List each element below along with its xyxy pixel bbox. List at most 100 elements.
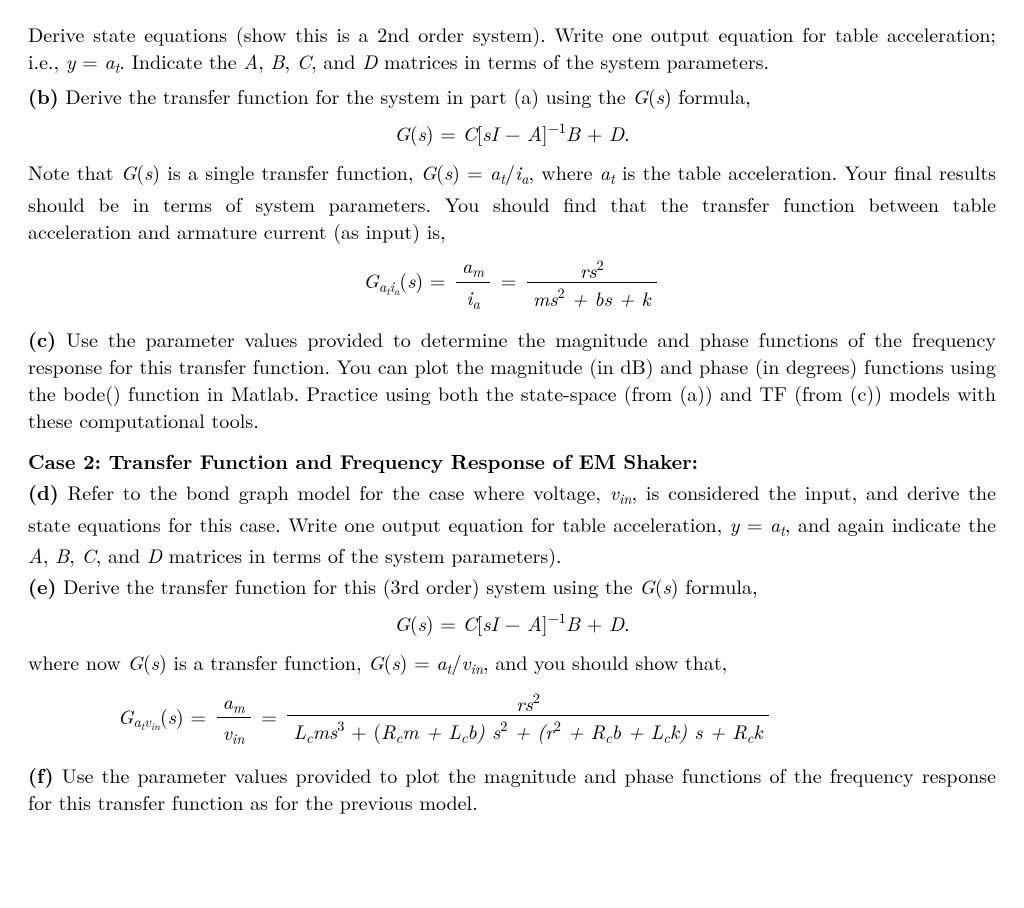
fraction: am vin <box>217 690 251 749</box>
var-G: G <box>639 571 654 600</box>
paragraph-c: (c) Use the parameter values provided to… <box>28 325 996 433</box>
var-a: a <box>490 157 500 186</box>
sup-2: 2 <box>558 283 565 303</box>
text: Use the parameter values provided to det… <box>28 324 996 434</box>
label-f: (f) <box>28 760 54 789</box>
sub-in: in <box>471 659 484 679</box>
equation-Gs-2: G(s) = C[sI − A]−1B + D. <box>28 609 996 636</box>
text: k <box>753 716 762 745</box>
text: Use the parameter values provided to plo… <box>28 760 996 816</box>
eq-sign: = <box>434 608 463 637</box>
sub-c: c <box>306 728 313 748</box>
label-c: (c) <box>28 324 56 353</box>
eq-sign: = <box>407 647 436 676</box>
text: , <box>258 46 270 75</box>
var-a: a <box>462 250 472 279</box>
var-ms: ms <box>313 716 338 745</box>
fraction: rs2 ms2 + bs + k <box>527 258 657 310</box>
text: + (r <box>507 716 553 745</box>
var-G: G <box>118 700 133 729</box>
eq-sign: = <box>494 265 523 294</box>
paragraph-intro: Derive state equations (show this is a 2… <box>28 20 996 78</box>
text: is a transfer function, <box>167 647 368 676</box>
var-D: D <box>147 540 162 569</box>
paragraph-e: (e) Derive the transfer function for thi… <box>28 572 996 599</box>
equation-Gatia: Gatia(s) = am ia = rs2 ms2 + bs + k <box>28 254 996 313</box>
var-B: B <box>55 540 69 569</box>
paragraph-where-now: where now G(s) is a transfer function, G… <box>28 648 996 679</box>
var-sI: sI <box>482 608 498 637</box>
var-y: y <box>730 509 740 538</box>
var-s: s <box>407 265 415 294</box>
sub-m: m <box>233 698 245 718</box>
text: Refer to the bond graph model for the ca… <box>59 477 610 506</box>
text: + R <box>561 716 605 745</box>
var-A: A <box>243 46 258 75</box>
var-s: s <box>418 608 426 637</box>
eq-sign: = <box>184 700 213 729</box>
var-D: D <box>609 608 624 637</box>
var-s: s <box>151 647 159 676</box>
sub-m: m <box>472 262 484 282</box>
var-s: s <box>656 81 664 110</box>
var-G: G <box>127 647 142 676</box>
text: where now <box>28 647 127 676</box>
var-s: s <box>391 647 399 676</box>
sup-2: 2 <box>596 255 603 275</box>
var-v: v <box>223 717 232 746</box>
var-a: a <box>223 686 233 715</box>
sup-neg1: −1 <box>548 608 566 628</box>
var-A: A <box>527 608 542 637</box>
text: + ( <box>344 716 381 745</box>
document-page: Derive state equations (show this is a 2… <box>0 0 1024 839</box>
case2-header: Case 2: Transfer Function and Frequency … <box>28 447 996 474</box>
paragraph-b: (b) Derive the transfer function for the… <box>28 82 996 109</box>
var-R: R <box>381 716 396 745</box>
sub: in <box>151 719 160 734</box>
text: formula, <box>672 81 751 110</box>
var-s: s <box>418 118 426 147</box>
var-s: s <box>144 157 152 186</box>
var-v: v <box>461 647 470 676</box>
paragraph-note-Gs: Note that G(s) is a single transfer func… <box>28 158 996 243</box>
slash: / <box>451 647 461 676</box>
dot: . <box>624 608 630 637</box>
eq-sign: = <box>434 118 463 147</box>
sub: v <box>144 712 151 732</box>
text: , and you should show that, <box>483 647 727 676</box>
var-a: a <box>104 46 114 75</box>
paragraph-d: (d) Refer to the bond graph model for th… <box>28 478 996 568</box>
var-B: B <box>566 118 580 147</box>
text: , and <box>311 46 362 75</box>
var-C: C <box>462 118 476 147</box>
minus: − <box>498 608 527 637</box>
sub-a: a <box>521 170 528 190</box>
text: formula, <box>679 571 758 600</box>
sub-a: a <box>472 294 479 314</box>
var-G: G <box>363 265 378 294</box>
var-rs: rs <box>516 688 533 717</box>
text: Derive the transfer function for the sys… <box>59 81 633 110</box>
var-L: L <box>293 716 306 745</box>
fraction: rs2 Lcms3 + (Rcm + Lcb) s2 + (r2 + Rcb +… <box>287 691 768 747</box>
sub: a <box>394 284 399 299</box>
var-G: G <box>421 157 436 186</box>
dot: . <box>624 118 630 147</box>
var-A: A <box>28 540 43 569</box>
text: Note that <box>28 157 121 186</box>
var-D: D <box>609 118 624 147</box>
var-G: G <box>394 608 409 637</box>
minus: − <box>498 118 527 147</box>
var-y: y <box>66 46 76 75</box>
text: m + L <box>402 716 461 745</box>
sup-neg1: −1 <box>548 119 566 139</box>
paragraph-f: (f) Use the parameter values provided to… <box>28 761 996 815</box>
var-G: G <box>394 118 409 147</box>
text: + bs + k <box>565 282 651 311</box>
var-s: s <box>444 157 452 186</box>
var-sI: sI <box>482 118 498 147</box>
var-G: G <box>121 157 136 186</box>
eq-sign: = <box>460 157 490 186</box>
sub-c: c <box>605 728 612 748</box>
sub-c: c <box>663 728 670 748</box>
